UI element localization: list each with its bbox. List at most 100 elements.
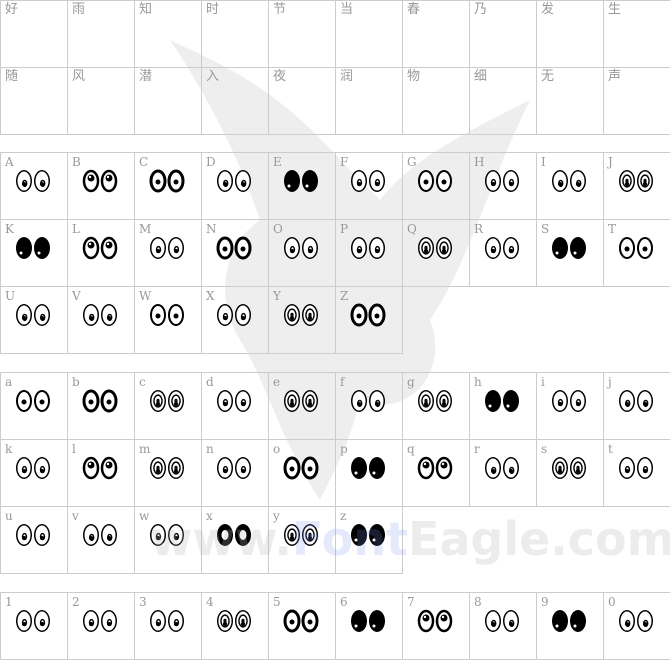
eye-mark [503,457,519,479]
glyph-cell: m [135,440,202,507]
glyph-cell: V [68,287,135,354]
eyes-glyph [150,390,184,412]
eyes-glyph [351,390,385,412]
glyph-cell: c [135,373,202,440]
eye-mark [570,457,586,479]
glyph-label: 随 [5,69,19,84]
glyph-cell: 夜 [269,68,336,135]
eyes-glyph [418,390,452,412]
glyph-cell: f [336,373,403,440]
glyph-cell: 春 [403,1,470,68]
eye-mark [82,456,100,480]
eye-mark [302,390,318,412]
glyph-cell: Y [269,287,336,354]
eye-mark [150,524,166,546]
glyph-cell: R [470,220,537,287]
eyes-glyph [83,304,117,326]
eyes-glyph [83,524,117,546]
eye-mark [217,390,233,412]
eye-mark [418,170,434,192]
eye-mark [34,304,50,326]
glyph-label: 6 [340,595,348,609]
chinese-sample-grid: 好 雨 知 时 节 当 春 乃 发 生随 风 潜 入 夜 润 物 细 无 声 [0,0,670,135]
eye-mark [34,237,50,259]
glyph-cell: O [269,220,336,287]
glyph-cell: 节 [269,1,336,68]
glyph-cell: r [470,440,537,507]
eye-mark [217,610,233,632]
eyes-glyph [552,237,586,259]
eye-mark [417,456,435,480]
glyph-cell: S [537,220,604,287]
eye-mark [369,457,385,479]
eye-mark [34,610,50,632]
glyph-label: 细 [474,69,488,84]
eye-mark [369,170,385,192]
glyph-cell: 4 [202,593,269,660]
glyph-cell: 声 [604,68,670,135]
eyes-glyph [619,390,653,412]
glyph-cell: Q [403,220,470,287]
glyph-cell: 风 [68,68,135,135]
glyph-cell: 知 [135,1,202,68]
glyph-label: z [340,509,347,523]
eyes-glyph [284,237,318,259]
glyph-label: L [72,222,80,236]
eye-mark [570,237,586,259]
eye-mark [16,304,32,326]
glyph-label: p [340,442,348,456]
eyes-glyph [16,170,50,192]
glyph-cell: j [604,373,670,440]
eye-mark [435,609,453,633]
eyes-glyph [82,236,118,260]
glyph-cell: J [604,153,670,220]
glyph-label: a [5,375,13,389]
eyes-glyph [619,237,653,259]
glyph-cell: x [202,507,269,574]
eyes-glyph [16,610,50,632]
eye-mark [417,609,435,633]
glyph-label: h [474,375,482,389]
eye-mark [368,303,386,327]
glyph-label: 4 [206,595,214,609]
eyes-glyph [150,524,184,546]
glyph-label: 2 [72,595,80,609]
glyph-label: 7 [407,595,415,609]
glyph-label: 声 [608,69,622,84]
eyes-glyph [418,170,452,192]
eyes-glyph [150,457,184,479]
glyph-label: 雨 [72,2,86,17]
glyph-label: 夜 [273,69,287,84]
glyph-label: v [72,509,79,523]
eyes-glyph [217,610,251,632]
eye-mark [34,457,50,479]
glyph-cell: P [336,220,403,287]
eye-mark [16,390,32,412]
glyph-label: 0 [608,595,616,609]
eye-mark [283,609,301,633]
glyph-label: k [5,442,13,456]
eyes-glyph [217,390,251,412]
eyes-glyph [83,610,117,632]
eye-mark [351,524,367,546]
glyph-cell: k [1,440,68,507]
glyph-cell: e [269,373,336,440]
glyph-label: j [608,375,612,389]
eye-mark [83,524,99,546]
glyph-cell: D [202,153,269,220]
digit-glyph-grid: 1 2 3 4 5 6 7 8 9 0 [0,592,670,660]
eye-mark [16,610,32,632]
eye-mark [485,457,501,479]
eye-mark [619,390,635,412]
eyes-glyph [418,237,452,259]
eye-mark [552,457,568,479]
glyph-label: H [474,155,485,169]
glyph-cell: I [537,153,604,220]
glyph-cell: s [537,440,604,507]
glyph-cell: T [604,220,670,287]
eye-mark [150,304,166,326]
eye-mark [302,237,318,259]
eye-mark [234,236,252,260]
eye-mark [101,610,117,632]
glyph-cell: 随 [1,68,68,135]
